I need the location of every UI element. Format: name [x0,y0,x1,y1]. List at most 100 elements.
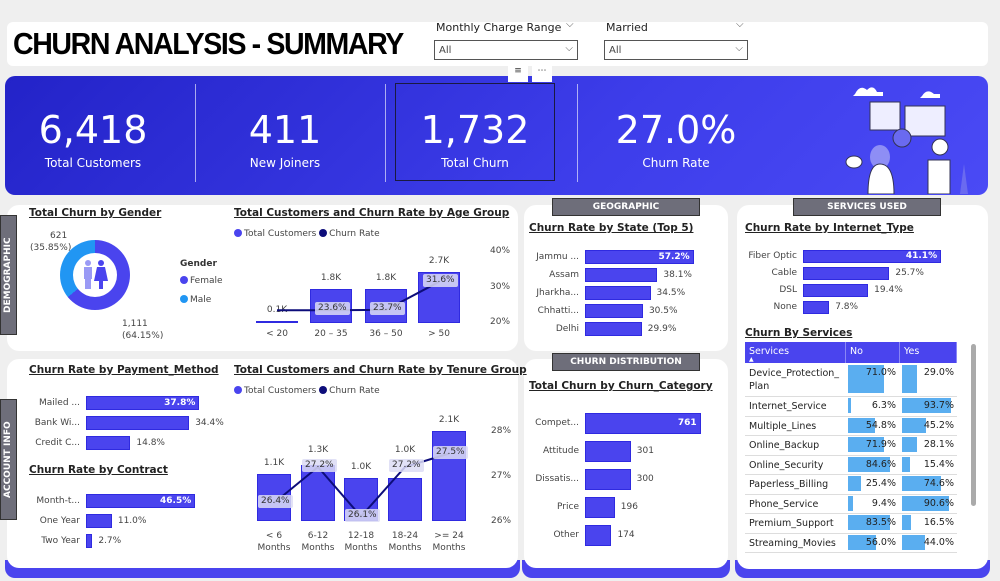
no-bar [848,437,884,452]
bar-value: 19.4% [874,285,903,295]
legend-label: Female [190,276,223,286]
column-header-no[interactable]: No [846,342,900,363]
service-name: Online_Backup [749,440,820,451]
gender-legend-title: Gender [180,259,217,269]
yes-bar [902,495,950,511]
bar[interactable] [803,250,942,263]
service-name: Premium_Support [749,518,834,529]
bar-value: 38.1% [663,269,692,280]
bar-label: Jammu ... [536,251,579,262]
chevron-down-icon[interactable]: ⌵ [566,19,574,30]
column-header-services[interactable]: Services ▲ [745,342,846,363]
yes-bar [902,476,941,491]
bar[interactable] [803,284,869,297]
legend-dot [319,229,328,237]
monthly-charge-dropdown[interactable]: All ⌵ [434,40,578,60]
no-bar [848,398,852,413]
bar[interactable] [803,267,890,280]
bar-label: Delhi [555,323,579,334]
churn-rate-label: 27.2% [302,459,337,472]
bar[interactable] [585,525,612,546]
axis-tick: 26% [491,516,512,526]
column-header-yes[interactable]: Yes [900,342,957,363]
category-label: 6-12 [307,531,329,541]
bar[interactable] [86,494,196,508]
more-options-icon[interactable]: ⋯ [532,66,552,82]
column-bar[interactable] [301,465,335,521]
axis-tick: 27% [491,471,512,481]
bar-label: None [773,302,797,312]
yes-value: 45.2% [923,419,954,431]
no-bar [848,534,876,550]
tenure-legend: Total Customers Churn Rate [234,386,380,396]
bar-value: 57.2% [658,251,690,262]
column-bar[interactable] [388,478,422,521]
bar[interactable] [86,396,200,410]
bar-value: 34.5% [656,287,686,298]
kpi-total-customers-label: Total Customers [44,156,142,170]
bar[interactable] [585,286,651,300]
bar-value: 25.7% [895,268,924,278]
selected-visual-border[interactable] [395,83,555,181]
column-label: Services [749,346,790,357]
bar-label: Other [553,530,579,540]
bar-value: 11.0% [117,515,147,526]
row-divider [745,493,957,495]
no-bar [848,476,861,491]
yes-value: 28.1% [923,439,954,450]
bar-label: Two Year [41,535,80,546]
churn-rate-label: 26.4% [258,495,293,508]
kpi-new-joiners-label: New Joiners [249,156,321,170]
age-chart-title: Total Customers and Churn Rate by Age Gr… [234,207,510,219]
bar-value: 196 [620,502,638,512]
bar-label: Fiber Optic [748,251,797,261]
column-bar[interactable] [256,321,298,323]
bar[interactable] [585,413,701,434]
bar[interactable] [86,436,131,450]
bar-label: Price [557,502,579,512]
married-dropdown[interactable]: All ⌵ [604,40,748,60]
no-value: 25.4% [865,478,896,489]
table-scrollbar[interactable] [971,344,976,506]
bar[interactable] [86,416,190,430]
bar-value: 34.4% [195,417,224,428]
category-label: 18-24 [391,531,419,541]
bar-label: Compet... [535,418,579,428]
bar[interactable] [585,304,643,318]
bar[interactable] [585,322,642,336]
column-bar[interactable] [432,430,466,521]
legend-male[interactable]: Male [180,295,211,305]
yes-value: 90.6% [923,497,954,509]
bar[interactable] [585,250,694,264]
category-label: Months [432,543,466,553]
bar[interactable] [86,534,93,548]
row-divider [745,513,957,514]
bar-value: 30.5% [648,305,678,316]
filter-icon[interactable]: ≡ [508,66,528,82]
male-pct: (35.85%) [30,243,72,253]
legend-female[interactable]: Female [180,276,223,286]
chevron-down-icon[interactable]: ⌵ [736,19,744,30]
distribution-section-tab: CHURN DISTRIBUTION [552,353,700,371]
chevron-down-icon: ⌵ [735,43,743,54]
bar[interactable] [803,301,830,314]
legend-dot [234,386,242,394]
bar[interactable] [585,441,631,462]
yes-value: 29.0% [923,367,954,378]
bar-value: 14.8% [136,437,165,448]
column-value: 2.1K [438,414,460,425]
axis-tick: 20% [490,317,511,327]
bar[interactable] [585,268,658,282]
services-table-title: Churn By Services [745,327,853,339]
divider [385,84,386,182]
no-value: 84.6% [865,458,896,470]
category-label: >= 24 [434,531,464,541]
distribution-card [524,359,728,568]
monthly-charge-slicer-label: Monthly Charge Range [436,21,562,34]
bar[interactable] [585,497,615,518]
dropdown-value: All [439,45,452,56]
state-chart-title: Churn Rate by State (Top 5) [529,222,694,234]
bar[interactable] [585,469,631,490]
bar[interactable] [86,514,112,528]
bar-label: Mailed ... [39,397,80,408]
